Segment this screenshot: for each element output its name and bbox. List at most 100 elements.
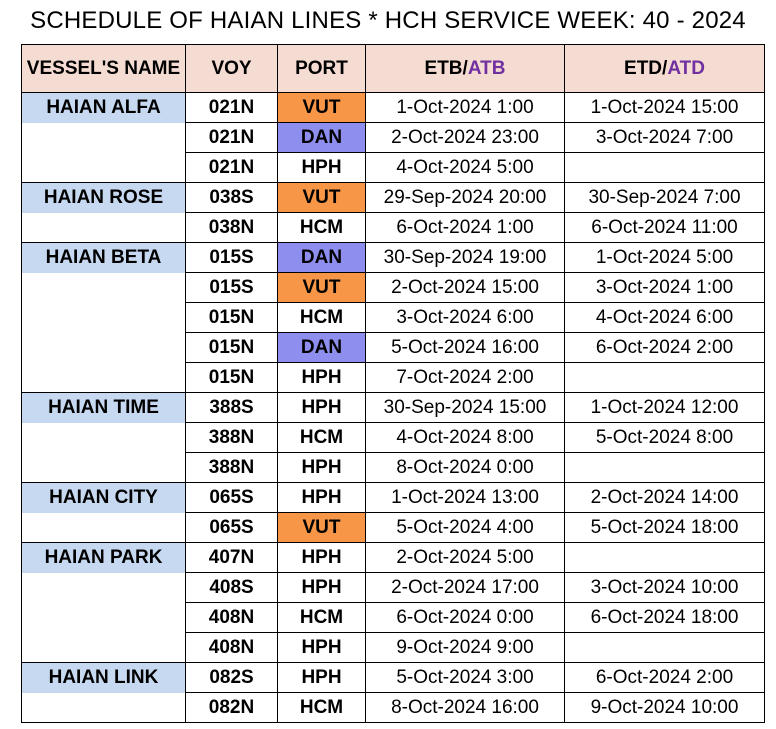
etd-cell [564,152,765,183]
table-row: HAIAN CITY 065S HPH 1-Oct-2024 13:00 2-Oct-2… [21,482,765,513]
table-row: 408S HPH 2-Oct-2024 17:00 3-Oct-2024 10:00 [21,572,765,603]
header-etb-atb: ETB/ATB [365,44,565,93]
voy-cell: 015N [185,332,278,363]
table-row: HAIAN TIME 388S HPH 30-Sep-2024 15:00 1-Oct-… [21,392,765,423]
etd-cell [564,542,765,573]
voy-cell: 388S [185,392,278,423]
voy-cell: 021N [185,152,278,183]
etb-cell: 7-Oct-2024 2:00 [365,362,565,393]
etd-cell: 6-Oct-2024 11:00 [564,212,765,243]
schedule-table: VESSEL'S NAME VOY PORT ETB/ATB ETD/ATD H… [21,44,765,723]
etd-cell: 1-Oct-2024 5:00 [564,242,765,273]
port-cell: HPH [277,362,366,393]
table-row: 388N HCM 4-Oct-2024 8:00 5-Oct-2024 8:00 [21,422,765,453]
port-cell: HPH [277,572,366,603]
voy-cell: 388N [185,422,278,453]
etd-cell [564,452,765,483]
voy-cell: 082S [185,662,278,693]
etb-cell: 30-Sep-2024 19:00 [365,242,565,273]
port-cell: DAN [277,332,366,363]
etb-cell: 1-Oct-2024 1:00 [365,92,565,123]
etd-cell [564,632,765,663]
vessel-name-cell: HAIAN TIME [21,392,186,423]
etd-cell: 3-Oct-2024 10:00 [564,572,765,603]
vessel-name-cell [21,512,186,543]
vessel-name-cell [21,272,186,303]
table-row: 065S VUT 5-Oct-2024 4:00 5-Oct-2024 18:00 [21,512,765,543]
vessel-name-cell [21,302,186,333]
port-cell: HCM [277,692,366,723]
schedule-title: SCHEDULE OF HAIAN LINES * HCH SERVICE WE… [30,7,746,34]
vessel-name-cell [21,602,186,633]
voy-cell: 015N [185,302,278,333]
voy-cell: 015S [185,242,278,273]
vessel-name-cell [21,362,186,393]
etb-cell: 6-Oct-2024 0:00 [365,602,565,633]
vessel-name-cell [21,452,186,483]
table-row: HAIAN LINK 082S HPH 5-Oct-2024 3:00 6-Oct-20… [21,662,765,693]
port-cell: HPH [277,542,366,573]
table-row: 082N HCM 8-Oct-2024 16:00 9-Oct-2024 10:00 [21,692,765,723]
table-row: HAIAN ALFA 021N VUT 1-Oct-2024 1:00 1-Oct-20… [21,92,765,123]
voy-cell: 015S [185,272,278,303]
header-etd: ETD/ [624,57,668,79]
etb-cell: 4-Oct-2024 5:00 [365,152,565,183]
etb-cell: 9-Oct-2024 9:00 [365,632,565,663]
vessel-name-cell [21,212,186,243]
voy-cell: 388N [185,452,278,483]
etb-cell: 5-Oct-2024 3:00 [365,662,565,693]
voy-cell: 021N [185,122,278,153]
etb-cell: 2-Oct-2024 23:00 [365,122,565,153]
header-atb: ATB [467,57,506,79]
header-etb: ETB/ [424,57,468,79]
vessel-name-cell: HAIAN LINK [21,662,186,693]
table-row: 388N HPH 8-Oct-2024 0:00 [21,452,765,483]
etb-cell: 2-Oct-2024 17:00 [365,572,565,603]
table-row: HAIAN ROSE 038S VUT 29-Sep-2024 20:00 30-Sep… [21,182,765,213]
table-row: 408N HCM 6-Oct-2024 0:00 6-Oct-2024 18:00 [21,602,765,633]
table-row: 015N HPH 7-Oct-2024 2:00 [21,362,765,393]
etb-cell: 8-Oct-2024 16:00 [365,692,565,723]
vessel-name-cell [21,422,186,453]
etb-cell: 2-Oct-2024 15:00 [365,272,565,303]
etd-cell: 3-Oct-2024 1:00 [564,272,765,303]
voy-cell: 408N [185,602,278,633]
voy-cell: 408S [185,572,278,603]
port-cell: HPH [277,632,366,663]
vessel-name-cell: HAIAN ALFA [21,92,186,123]
voy-cell: 038S [185,182,278,213]
voy-cell: 082N [185,692,278,723]
header-atd: ATD [667,57,705,79]
table-row: HAIAN BETA 015S DAN 30-Sep-2024 19:00 1-Oct-… [21,242,765,273]
port-cell: VUT [277,272,366,303]
port-cell: HCM [277,422,366,453]
port-cell: VUT [277,182,366,213]
etb-cell: 5-Oct-2024 16:00 [365,332,565,363]
etd-cell [564,362,765,393]
voy-cell: 065S [185,482,278,513]
etd-cell: 1-Oct-2024 15:00 [564,92,765,123]
port-cell: HPH [277,392,366,423]
voy-cell: 038N [185,212,278,243]
header-row: VESSEL'S NAME VOY PORT ETB/ATB ETD/ATD [21,44,765,93]
schedule-body: HAIAN ALFA 021N VUT 1-Oct-2024 1:00 1-Oct-20… [21,92,765,723]
vessel-name-cell [21,692,186,723]
etd-cell: 5-Oct-2024 18:00 [564,512,765,543]
etd-cell: 1-Oct-2024 12:00 [564,392,765,423]
voy-cell: 021N [185,92,278,123]
vessel-name-cell [21,332,186,363]
table-row: 408N HPH 9-Oct-2024 9:00 [21,632,765,663]
port-cell: VUT [277,512,366,543]
etd-cell: 4-Oct-2024 6:00 [564,302,765,333]
port-cell: DAN [277,122,366,153]
etd-cell: 5-Oct-2024 8:00 [564,422,765,453]
port-cell: DAN [277,242,366,273]
table-row: HAIAN PARK 407N HPH 2-Oct-2024 5:00 [21,542,765,573]
vessel-name-cell: HAIAN PARK [21,542,186,573]
table-row: 015N HCM 3-Oct-2024 6:00 4-Oct-2024 6:00 [21,302,765,333]
etb-cell: 6-Oct-2024 1:00 [365,212,565,243]
table-row: 015S VUT 2-Oct-2024 15:00 3-Oct-2024 1:00 [21,272,765,303]
voy-cell: 407N [185,542,278,573]
etb-cell: 4-Oct-2024 8:00 [365,422,565,453]
header-voy: VOY [185,44,278,93]
